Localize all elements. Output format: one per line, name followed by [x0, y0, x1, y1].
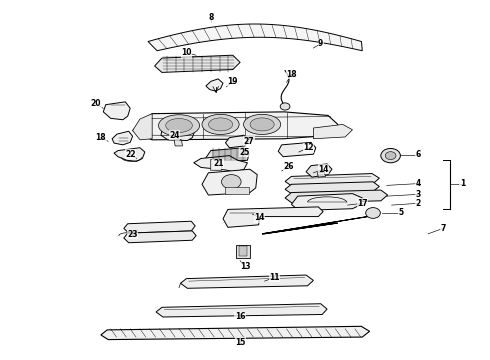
- Polygon shape: [156, 304, 327, 317]
- Text: 25: 25: [240, 148, 250, 157]
- Polygon shape: [223, 207, 323, 227]
- Polygon shape: [194, 156, 247, 172]
- Text: 14: 14: [318, 165, 328, 174]
- Circle shape: [366, 208, 380, 219]
- Circle shape: [280, 103, 290, 110]
- Polygon shape: [180, 275, 314, 288]
- Polygon shape: [285, 182, 379, 194]
- Bar: [239, 246, 247, 256]
- Polygon shape: [161, 128, 194, 140]
- Text: 18: 18: [286, 70, 297, 79]
- Text: 8: 8: [208, 13, 214, 22]
- Bar: [225, 187, 249, 194]
- Text: 1: 1: [460, 179, 465, 188]
- Text: 6: 6: [416, 150, 421, 159]
- Circle shape: [221, 175, 241, 189]
- Text: 3: 3: [416, 190, 421, 199]
- Text: 17: 17: [357, 199, 368, 208]
- Polygon shape: [262, 217, 368, 234]
- Polygon shape: [114, 148, 145, 161]
- Polygon shape: [112, 131, 133, 145]
- Text: 18: 18: [96, 133, 106, 142]
- Polygon shape: [318, 172, 326, 177]
- Text: 9: 9: [318, 39, 323, 48]
- Circle shape: [385, 152, 396, 159]
- Text: 7: 7: [440, 224, 445, 233]
- Polygon shape: [314, 125, 352, 139]
- Ellipse shape: [244, 114, 281, 134]
- Polygon shape: [155, 55, 240, 72]
- Text: 14: 14: [254, 213, 265, 222]
- Bar: [210, 159, 220, 170]
- Ellipse shape: [166, 118, 193, 132]
- Polygon shape: [285, 190, 388, 203]
- Bar: [236, 244, 250, 258]
- Polygon shape: [225, 135, 247, 148]
- Polygon shape: [278, 142, 316, 157]
- Circle shape: [381, 148, 400, 163]
- Text: 13: 13: [240, 262, 250, 271]
- Text: 12: 12: [303, 143, 314, 152]
- Polygon shape: [285, 174, 379, 186]
- Polygon shape: [133, 112, 338, 140]
- Text: 24: 24: [169, 131, 179, 140]
- Text: 5: 5: [399, 208, 404, 217]
- Ellipse shape: [159, 115, 199, 136]
- Polygon shape: [174, 140, 182, 146]
- Ellipse shape: [202, 114, 239, 134]
- Text: 4: 4: [416, 179, 421, 188]
- Text: 10: 10: [181, 48, 192, 57]
- Text: 15: 15: [235, 338, 245, 347]
- Text: 26: 26: [284, 162, 294, 171]
- Text: 27: 27: [244, 137, 254, 146]
- Ellipse shape: [209, 118, 233, 131]
- Polygon shape: [148, 24, 362, 51]
- Polygon shape: [206, 79, 223, 91]
- Polygon shape: [124, 231, 196, 243]
- Polygon shape: [292, 194, 362, 211]
- Text: 20: 20: [91, 99, 101, 108]
- Text: 23: 23: [127, 230, 138, 239]
- Text: 21: 21: [213, 159, 223, 168]
- Ellipse shape: [250, 118, 274, 131]
- Polygon shape: [101, 326, 369, 339]
- Polygon shape: [202, 169, 257, 195]
- Text: 16: 16: [235, 312, 245, 321]
- Polygon shape: [124, 221, 195, 233]
- Polygon shape: [306, 164, 332, 177]
- Text: 11: 11: [269, 273, 280, 282]
- Text: 2: 2: [416, 199, 421, 208]
- Text: 19: 19: [227, 77, 238, 86]
- Polygon shape: [103, 102, 130, 120]
- Polygon shape: [206, 148, 249, 163]
- Polygon shape: [133, 114, 152, 140]
- Text: 22: 22: [125, 150, 135, 159]
